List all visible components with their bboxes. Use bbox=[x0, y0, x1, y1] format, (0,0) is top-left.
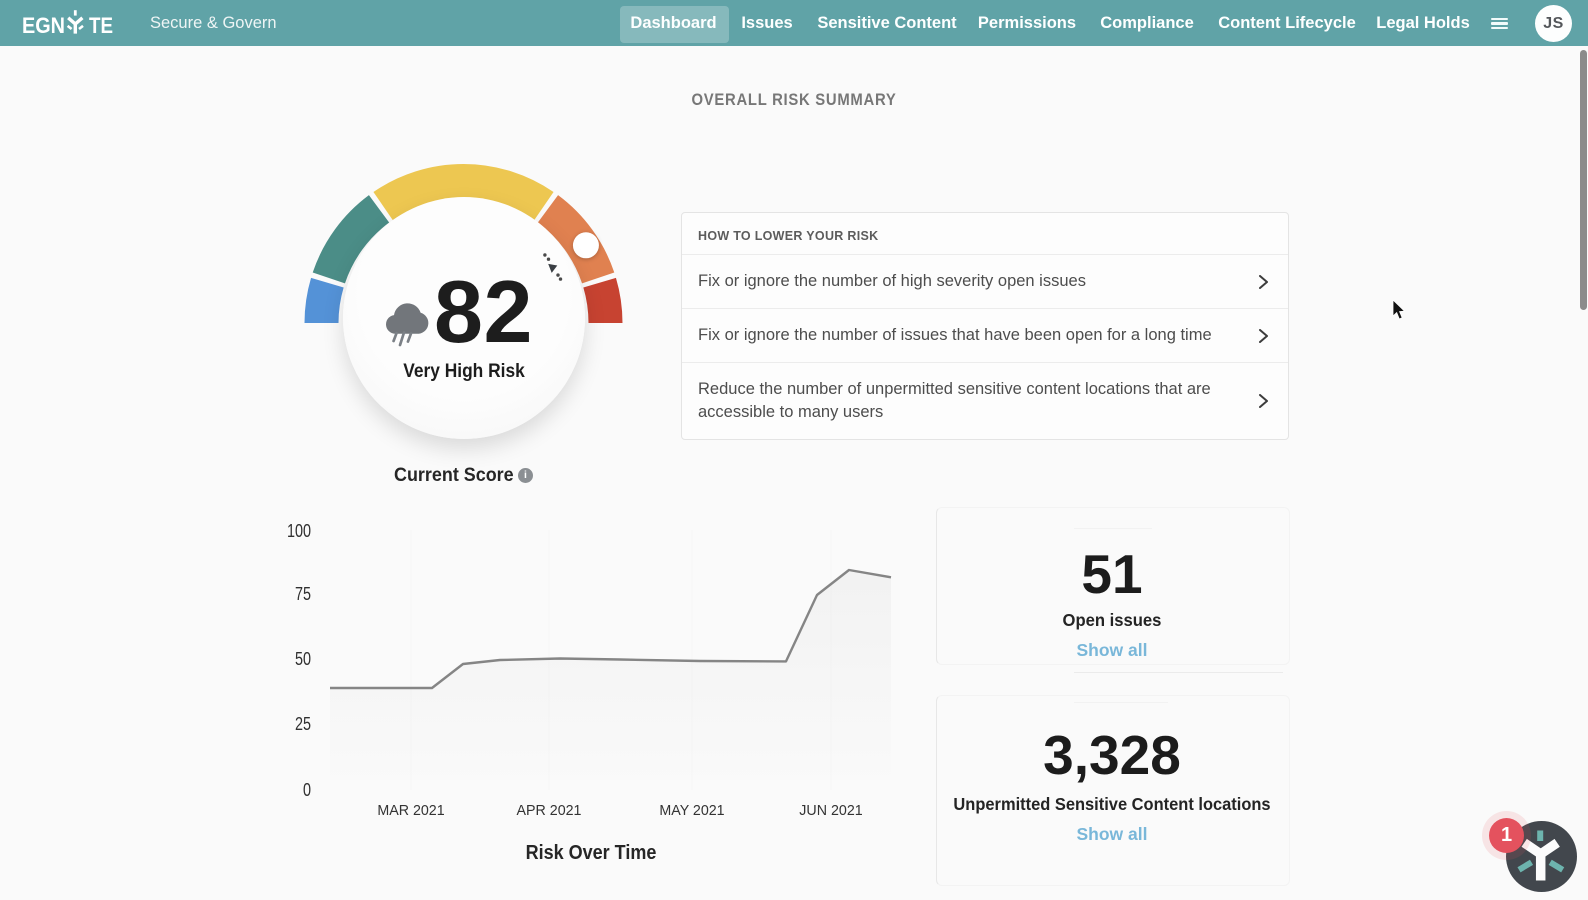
svg-text:EGN: EGN bbox=[22, 13, 65, 38]
svg-text:TE: TE bbox=[89, 13, 113, 38]
